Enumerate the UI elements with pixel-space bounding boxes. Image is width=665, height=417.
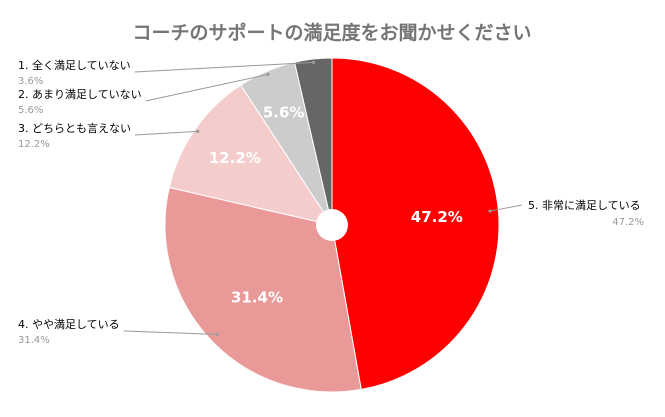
- slice-value-label: 31.4%: [231, 288, 283, 306]
- pie-inner-labels: 47.2% 31.4% 12.2% 5.6%: [209, 103, 463, 306]
- slice-category-label: 3. どちらとも言えない: [18, 122, 131, 135]
- slice-category-label: 4. やや満足している: [18, 318, 120, 331]
- pie-slice: [168, 84, 334, 226]
- slice-percent-label: 5.6%: [18, 105, 43, 116]
- pie-slice: [331, 57, 500, 391]
- chart-title: コーチのサポートの満足度をお聞かせください: [132, 21, 531, 44]
- slice-percent-label: 31.4%: [18, 335, 50, 346]
- slice-category-label: 2. あまり満足していない: [18, 88, 142, 101]
- pie-slice: [293, 57, 333, 226]
- callout-line: [134, 130, 198, 136]
- callout-line: [134, 61, 314, 73]
- callout-line: [489, 204, 523, 212]
- slice-value-label: 47.2%: [411, 208, 463, 226]
- slice-percent-label: 12.2%: [18, 139, 50, 150]
- slice-value-label: 5.6%: [263, 103, 305, 121]
- slice-value-label: 12.2%: [209, 149, 261, 167]
- pie-slice: [164, 186, 362, 393]
- pie-slices: [164, 57, 500, 393]
- callout-line: [145, 73, 269, 102]
- slice-category-label: 5. 非常に満足している: [528, 199, 641, 212]
- pie-center-hole: [316, 209, 348, 241]
- slice-category-label: 1. 全く満足していない: [18, 58, 131, 72]
- pie-callouts: 5. 非常に満足している 47.2% 4. やや満足している 31.4% 3. どちらと…: [18, 58, 644, 346]
- slice-percent-label: 3.6%: [18, 76, 43, 87]
- callout-line: [123, 330, 218, 335]
- slice-percent-label: 47.2%: [612, 217, 644, 228]
